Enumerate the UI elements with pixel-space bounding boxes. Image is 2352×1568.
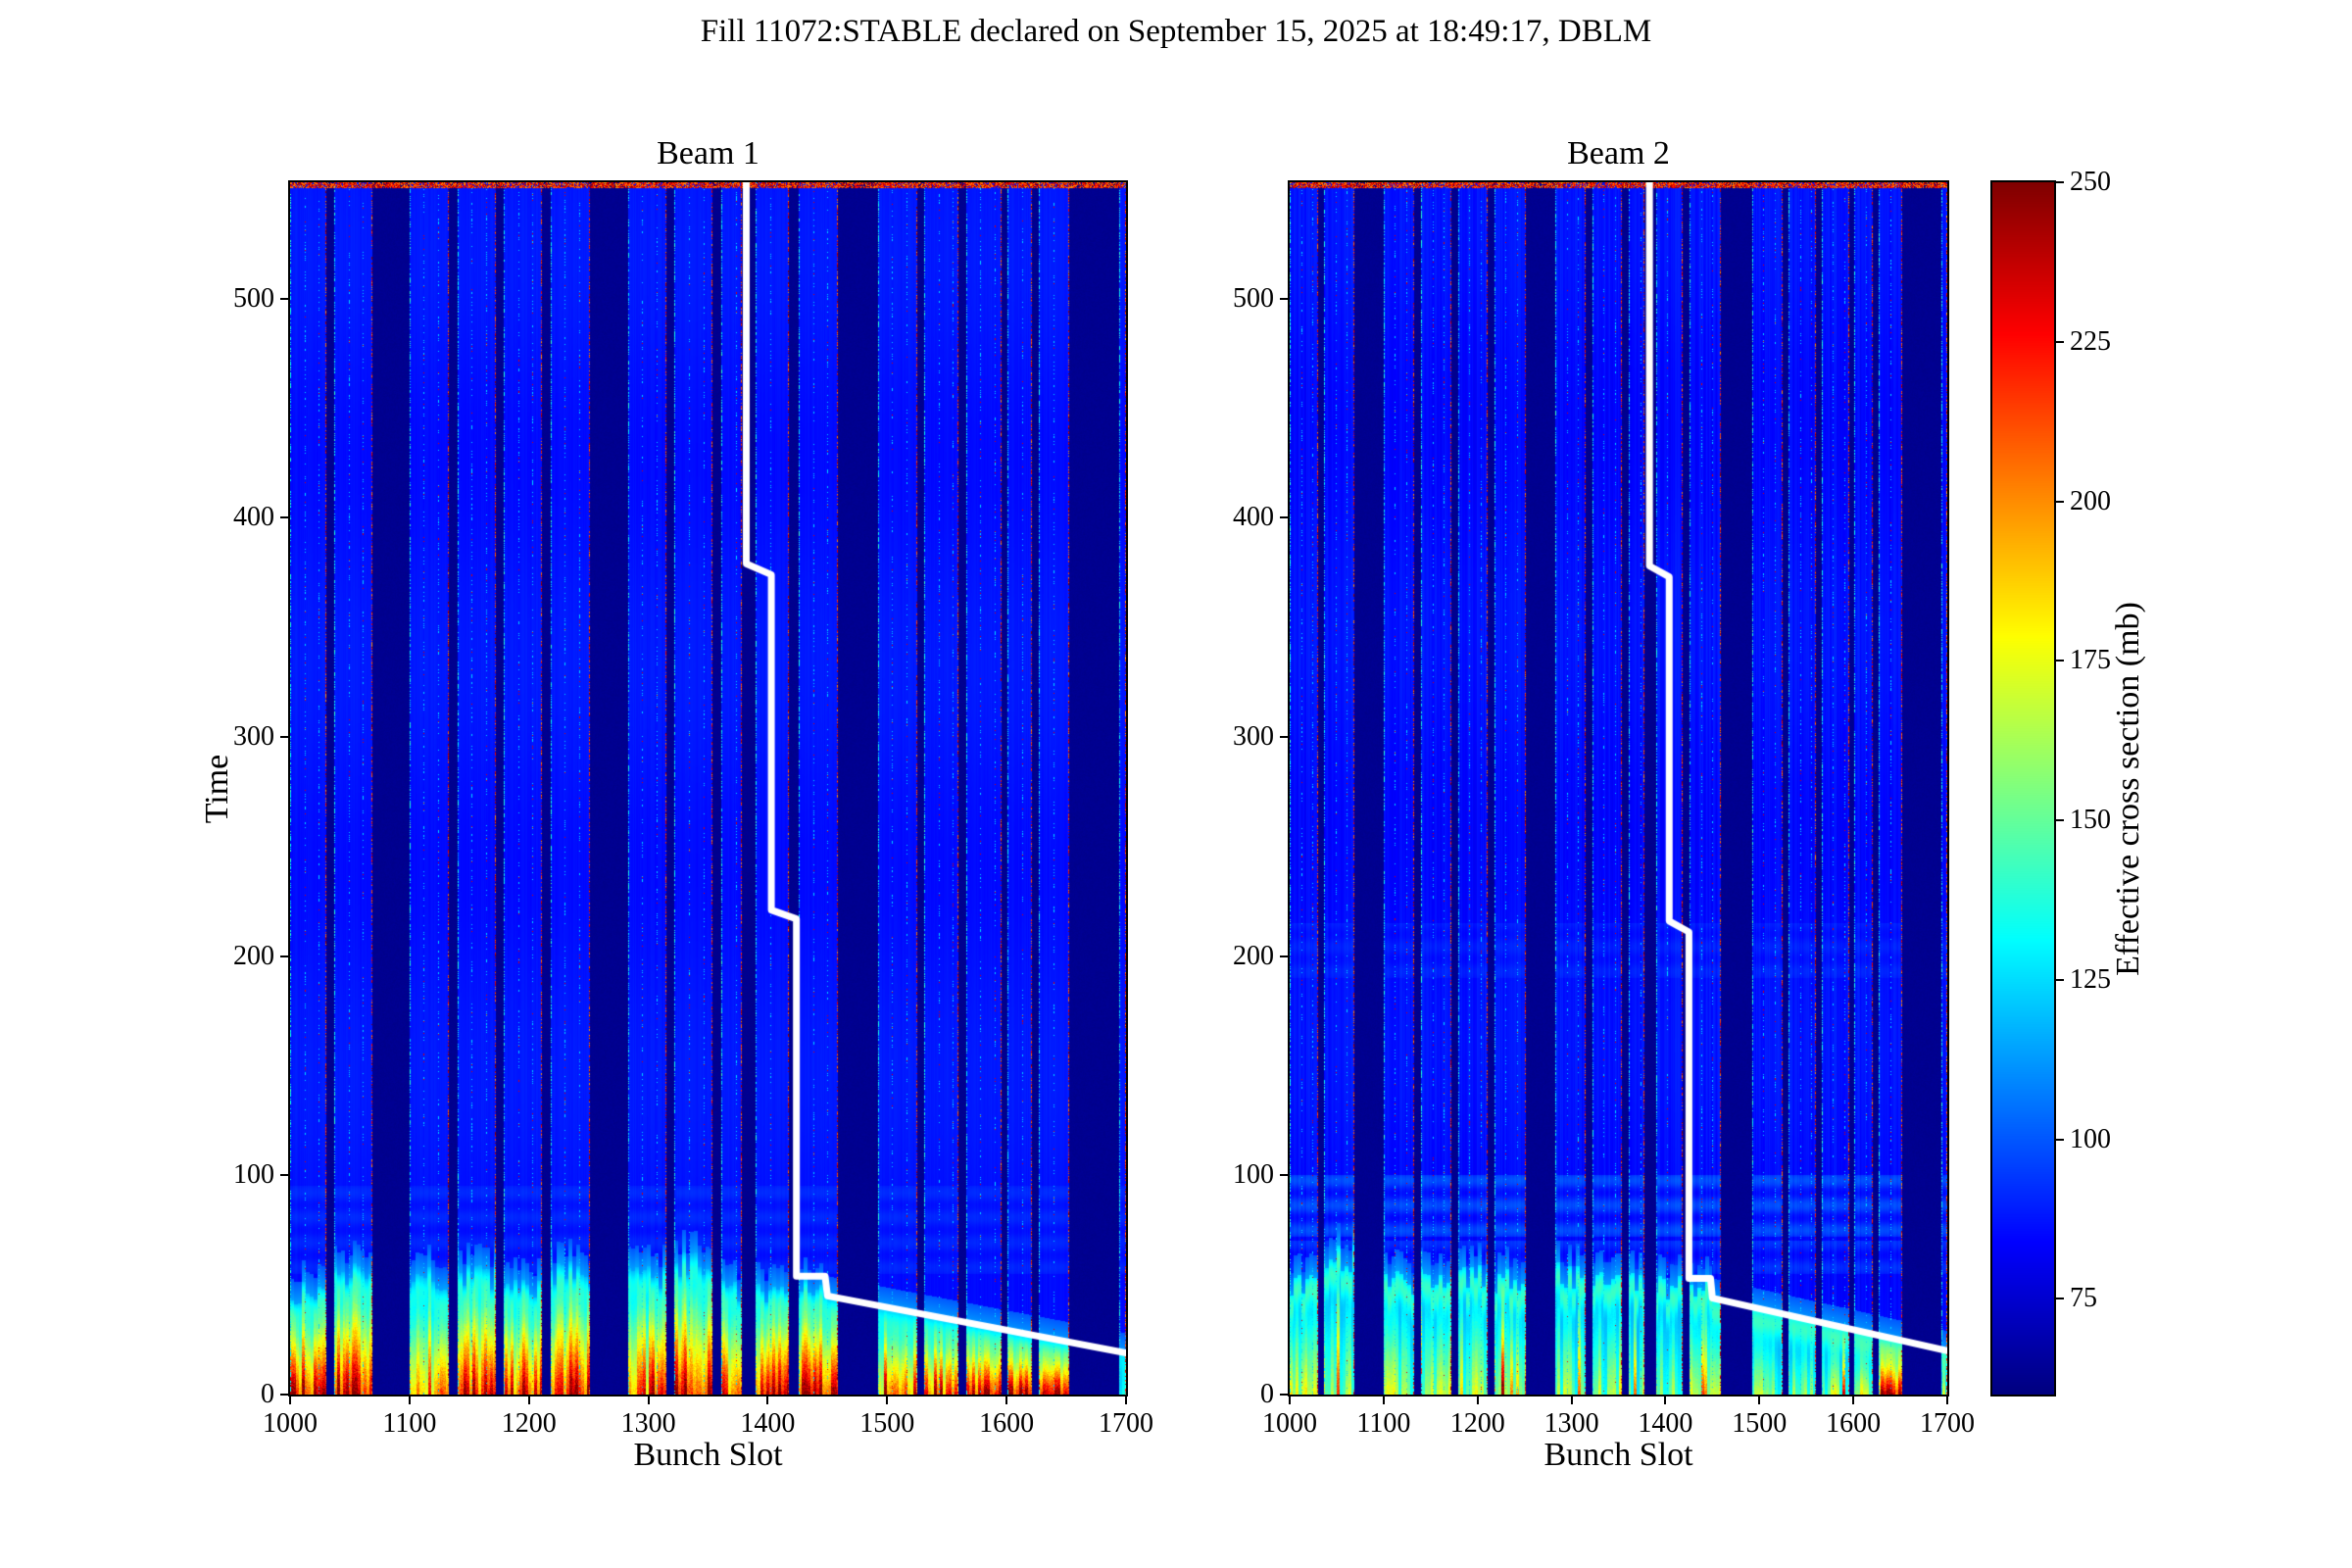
beam2-y-tick [1280,297,1290,300]
beam1-y-tick [280,1174,290,1177]
beam1-x-tick [408,1395,411,1404]
colorbar-tick [2054,500,2064,503]
colorbar-frame [1990,180,2056,1396]
colorbar-tick-label: 75 [2070,1283,2097,1314]
beam2-y-tick [1280,516,1290,519]
beam1-x-tick-label: 1400 [740,1408,796,1439]
beam2-x-tick-label: 1400 [1638,1408,1693,1439]
y-axis-label: Time [199,754,235,824]
beam2-title: Beam 2 [1567,135,1670,172]
beam2-x-tick-label: 1700 [1920,1408,1975,1439]
beam1-x-tick [886,1395,889,1404]
beam1-y-tick [280,955,290,957]
colorbar-tick [2054,978,2064,981]
beam2-x-tick [1382,1395,1385,1404]
colorbar-tick [2054,660,2064,662]
colorbar-tick-label: 225 [2070,325,2111,357]
colorbar-tick [2054,819,2064,822]
beam1-x-tick [1005,1395,1008,1404]
beam2-y-tick [1280,955,1290,957]
beam2-y-tick-label: 400 [1233,502,1274,533]
colorbar-tick [2054,340,2064,343]
colorbar-tick-label: 250 [2070,167,2111,197]
beam1-x-tick [527,1395,530,1404]
colorbar-tick-label: 150 [2070,805,2111,836]
colorbar [1992,182,2054,1395]
beam2-y-tick [1280,1174,1290,1177]
beam1-heatmap [290,182,1126,1395]
beam1-x-tick-label: 1100 [382,1408,437,1439]
beam2-y-tick-label: 100 [1233,1159,1274,1191]
beam2-x-tick [1289,1395,1291,1404]
beam1-y-tick-label: 400 [233,502,274,533]
beam2-x-tick-label: 1100 [1356,1408,1411,1439]
figure-title: Fill 11072:STABLE declared on September … [700,14,1652,49]
beam1-y-tick [280,1394,290,1396]
beam2-x-tick [1946,1395,1948,1404]
beam1-x-axis-label: Bunch Slot [633,1437,783,1473]
beam1-x-tick-label: 1000 [263,1408,318,1439]
colorbar-tick-label: 125 [2070,963,2111,995]
beam2-x-tick-label: 1200 [1449,1408,1505,1439]
beam1-x-tick [766,1395,769,1404]
beam2-y-tick-label: 200 [1233,940,1274,971]
beam2-x-tick-label: 1500 [1732,1408,1788,1439]
beam1-plot-frame [288,180,1128,1396]
beam1-x-tick-label: 1200 [501,1408,557,1439]
beam2-x-axis-label: Bunch Slot [1544,1437,1693,1473]
colorbar-tick [2054,1298,2064,1300]
beam1-y-tick-label: 500 [233,282,274,314]
beam2-x-tick [1852,1395,1855,1404]
beam1-y-tick [280,297,290,300]
beam1-x-tick [1125,1395,1127,1404]
beam1-y-tick-label: 200 [233,940,274,971]
beam1-y-tick-label: 0 [261,1379,274,1409]
beam2-y-tick-label: 300 [1233,720,1274,752]
colorbar-tick-label: 175 [2070,645,2111,676]
beam2-x-tick [1476,1395,1479,1404]
beam2-x-tick [1758,1395,1761,1404]
beam1-title: Beam 1 [657,135,760,172]
colorbar-tick [2054,181,2064,183]
beam1-x-tick-label: 1500 [859,1408,915,1439]
beam1-y-tick [280,735,290,738]
beam2-heatmap [1290,182,1947,1395]
colorbar-tick-label: 200 [2070,485,2111,516]
beam1-y-tick-label: 100 [233,1159,274,1191]
beam1-y-tick-label: 300 [233,720,274,752]
beam1-x-tick-label: 1600 [979,1408,1035,1439]
beam2-x-tick [1570,1395,1573,1404]
beam1-x-tick-label: 1700 [1099,1408,1153,1439]
beam2-y-tick-label: 500 [1233,282,1274,314]
beam2-y-tick [1280,1394,1290,1396]
beam2-plot-frame [1288,180,1949,1396]
beam1-x-tick [289,1395,291,1404]
colorbar-label: Effective cross section (mb) [2110,602,2146,976]
colorbar-tick [2054,1138,2064,1141]
beam2-y-tick [1280,735,1290,738]
beam2-y-tick-label: 0 [1260,1379,1274,1409]
beam1-y-tick [280,516,290,519]
beam2-x-tick-label: 1600 [1826,1408,1882,1439]
beam2-x-tick [1664,1395,1667,1404]
beam2-x-tick-label: 1300 [1544,1408,1599,1439]
beam2-x-tick-label: 1000 [1262,1408,1317,1439]
beam1-x-tick-label: 1300 [620,1408,676,1439]
beam1-x-tick [647,1395,650,1404]
colorbar-tick-label: 100 [2070,1123,2111,1154]
